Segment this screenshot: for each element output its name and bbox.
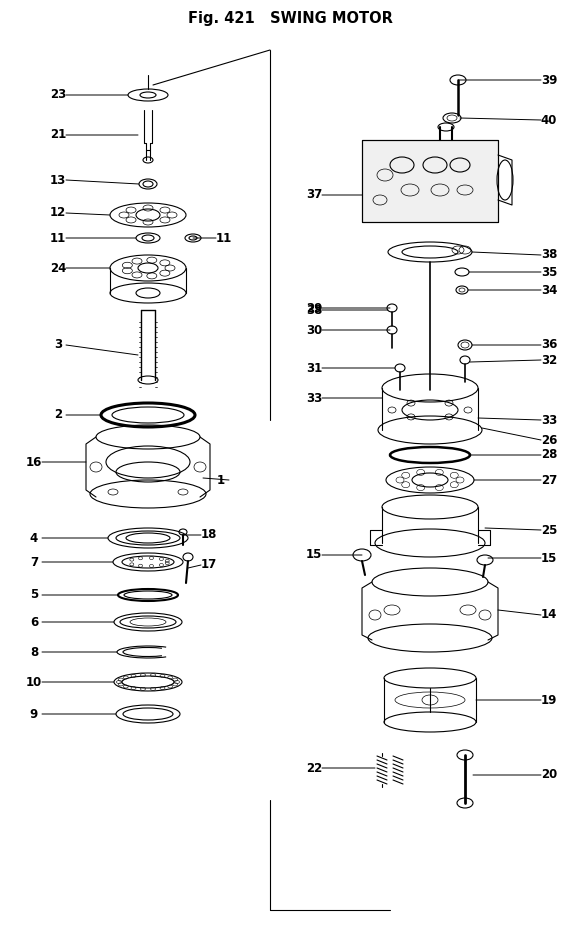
Text: 18: 18 <box>201 528 217 541</box>
Text: 40: 40 <box>541 114 557 127</box>
Text: 33: 33 <box>306 391 322 404</box>
Text: 34: 34 <box>541 284 557 296</box>
Text: 26: 26 <box>541 433 557 446</box>
Text: 3: 3 <box>54 338 62 352</box>
Text: 24: 24 <box>50 261 66 274</box>
Text: 32: 32 <box>541 353 557 367</box>
Text: 9: 9 <box>30 708 38 720</box>
Text: 25: 25 <box>541 524 557 537</box>
Text: 8: 8 <box>30 646 38 659</box>
Text: 23: 23 <box>50 88 66 102</box>
Text: 20: 20 <box>541 769 557 781</box>
Text: 22: 22 <box>306 761 322 775</box>
Text: 35: 35 <box>541 265 557 278</box>
Text: 11: 11 <box>50 231 66 244</box>
Text: 5: 5 <box>30 588 38 602</box>
Text: 29: 29 <box>306 302 322 315</box>
Text: 11: 11 <box>216 231 232 244</box>
Text: 39: 39 <box>541 73 557 86</box>
Text: 31: 31 <box>306 362 322 374</box>
Text: 21: 21 <box>50 129 66 142</box>
Text: 10: 10 <box>26 676 42 688</box>
Text: 12: 12 <box>50 207 66 220</box>
Text: 38: 38 <box>306 304 322 317</box>
Text: 28: 28 <box>541 448 557 462</box>
Text: 7: 7 <box>30 556 38 569</box>
Text: 14: 14 <box>541 608 557 621</box>
Text: 37: 37 <box>306 189 322 201</box>
Text: 2: 2 <box>54 409 62 421</box>
Text: 30: 30 <box>306 323 322 337</box>
Text: Fig. 421   SWING MOTOR: Fig. 421 SWING MOTOR <box>187 10 393 25</box>
Text: 15: 15 <box>306 549 322 561</box>
Text: 15: 15 <box>541 552 557 565</box>
Bar <box>362 140 498 222</box>
Bar <box>362 140 498 222</box>
Text: 33: 33 <box>541 414 557 427</box>
Text: 1: 1 <box>217 474 225 487</box>
Text: 27: 27 <box>541 474 557 487</box>
Text: 6: 6 <box>30 616 38 629</box>
Text: 16: 16 <box>26 456 42 468</box>
Text: 19: 19 <box>541 694 557 707</box>
Text: 4: 4 <box>30 531 38 544</box>
Text: 36: 36 <box>541 338 557 352</box>
Text: 38: 38 <box>541 248 557 261</box>
Text: 13: 13 <box>50 174 66 186</box>
Text: 17: 17 <box>201 558 217 572</box>
